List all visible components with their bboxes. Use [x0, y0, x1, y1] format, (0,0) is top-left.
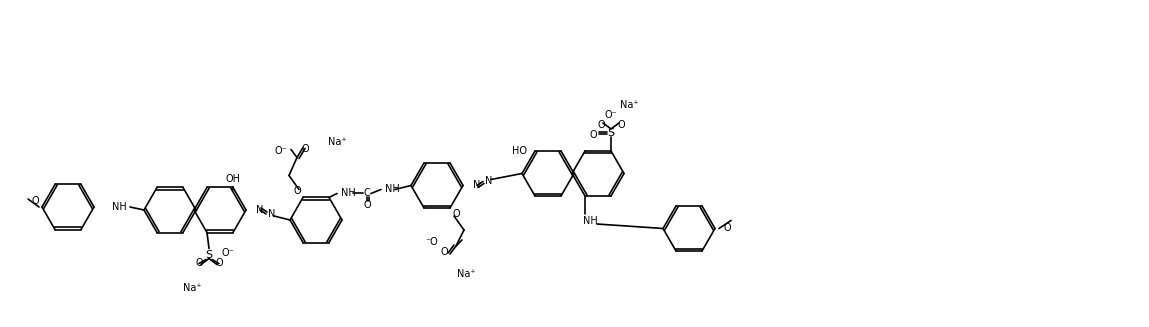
- Text: C: C: [363, 188, 370, 198]
- Text: O: O: [589, 130, 596, 140]
- Text: O: O: [363, 200, 371, 211]
- Text: O: O: [215, 258, 223, 267]
- Text: O: O: [301, 145, 309, 154]
- Text: N: N: [485, 177, 493, 186]
- Text: Na⁺: Na⁺: [327, 137, 346, 147]
- Text: S: S: [206, 250, 213, 260]
- Text: Na⁺: Na⁺: [619, 100, 639, 110]
- Text: N: N: [256, 205, 263, 215]
- Text: HO: HO: [512, 146, 527, 156]
- Text: N: N: [473, 181, 480, 191]
- Text: O: O: [195, 258, 203, 267]
- Text: NH: NH: [583, 216, 597, 226]
- Text: O: O: [453, 209, 460, 219]
- Text: O: O: [597, 120, 604, 130]
- Text: O: O: [293, 186, 301, 197]
- Text: ⁻O: ⁻O: [425, 237, 438, 247]
- Text: O: O: [723, 223, 731, 233]
- Text: O: O: [440, 247, 448, 257]
- Text: O⁻: O⁻: [275, 146, 287, 157]
- Text: NH: NH: [385, 184, 400, 195]
- Text: NH: NH: [111, 202, 126, 212]
- Text: OH: OH: [225, 175, 240, 184]
- Text: S: S: [608, 128, 615, 138]
- Text: Na⁺: Na⁺: [183, 283, 201, 293]
- Text: N: N: [268, 209, 276, 219]
- Text: O⁻: O⁻: [604, 110, 617, 120]
- Text: Na⁺: Na⁺: [456, 269, 476, 279]
- Text: O: O: [31, 196, 39, 206]
- Text: O⁻: O⁻: [221, 248, 233, 258]
- Text: NH: NH: [341, 188, 356, 198]
- Text: O: O: [617, 120, 625, 130]
